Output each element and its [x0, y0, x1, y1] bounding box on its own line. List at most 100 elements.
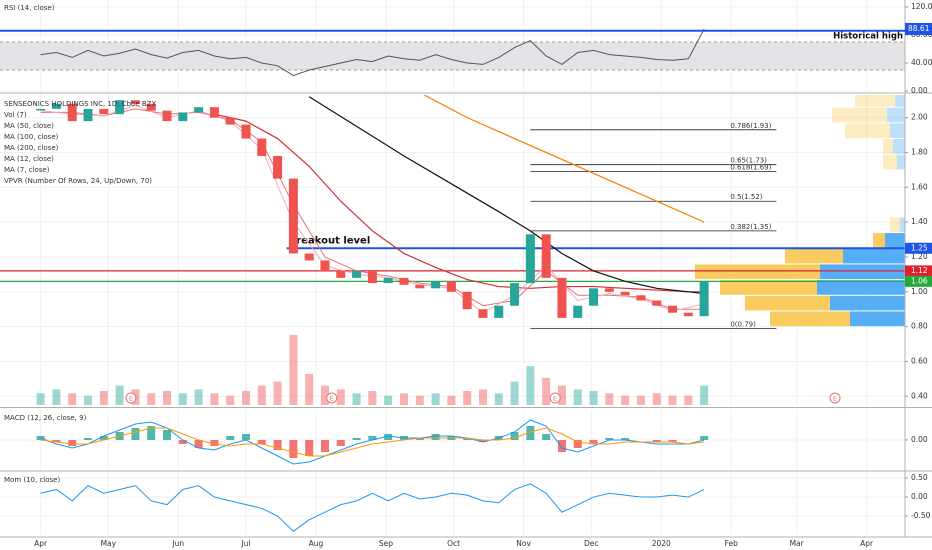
candle [604, 288, 614, 292]
macd-line [40, 419, 705, 465]
vpvr-down [883, 154, 897, 170]
earnings-label: E [553, 395, 557, 403]
fib-label: 0(0.79) [730, 320, 756, 328]
candle [699, 281, 709, 317]
vpvr-up [887, 107, 905, 123]
macd-histogram [368, 436, 377, 440]
volume-bar [352, 393, 361, 405]
macd-histogram [241, 434, 250, 440]
candle [541, 234, 551, 278]
indicator-line [40, 483, 705, 532]
candle [415, 284, 425, 289]
vpvr-up [895, 95, 905, 107]
volume-bar [384, 395, 393, 405]
vpvr-down [695, 264, 820, 280]
candle [352, 270, 362, 278]
y-tick-label: 0.50 [911, 473, 928, 482]
candle [241, 124, 251, 139]
vpvr-down [770, 311, 850, 327]
volume-bar [289, 335, 298, 405]
x-tick-label: Nov [516, 539, 531, 548]
macd-histogram [163, 430, 172, 440]
macd-histogram [320, 440, 329, 452]
earnings-label: E [330, 395, 334, 403]
macd-histogram [84, 438, 93, 440]
earnings-label: E [833, 395, 837, 403]
volume-bar [336, 389, 345, 405]
volume-bar [700, 385, 709, 405]
macd-histogram [305, 440, 314, 456]
volume-bar [636, 395, 645, 405]
pane-title: Mom (10, close) [4, 476, 60, 484]
x-tick-label: 2020 [652, 539, 671, 548]
volume-bar [52, 389, 61, 405]
candle [225, 117, 235, 125]
volume-bar [431, 393, 440, 405]
volume-bar [494, 393, 503, 405]
moving-average [424, 95, 705, 223]
y-tick-label: 2.00 [911, 113, 928, 122]
legend-entry: SENSEONICS HOLDINGS INC, 1D, Cboe BZX [4, 100, 156, 108]
macd-histogram [68, 440, 77, 446]
volume-bar [305, 373, 314, 405]
volume-bar [399, 393, 408, 405]
x-tick-label: Apr [34, 539, 48, 548]
macd-histogram [542, 434, 551, 440]
macd-histogram [178, 440, 187, 444]
candle [336, 270, 346, 278]
candle [178, 112, 188, 122]
candle [304, 253, 314, 261]
vpvr-down [890, 217, 900, 233]
macd-histogram [226, 436, 235, 440]
volume-bar [115, 385, 124, 405]
volume-bar [447, 395, 456, 405]
legend-entry: MA (100, close) [4, 133, 59, 141]
macd-histogram [605, 438, 614, 440]
y-tick-label: 1.20 [911, 252, 928, 261]
volume-bar [415, 395, 424, 405]
volume-bar [526, 366, 535, 405]
vpvr-up [817, 280, 905, 295]
macd-histogram [384, 434, 393, 440]
macd-histogram [589, 440, 598, 444]
macd-histogram [700, 436, 709, 440]
legend-entry: VPVR (Number Of Rows, 24, Up/Down, 70) [4, 177, 152, 185]
candle [51, 103, 61, 109]
volume-bar [320, 385, 329, 405]
candle [589, 288, 599, 306]
volume-bar [478, 389, 487, 405]
x-tick-label: Oct [447, 539, 460, 548]
macd-histogram [431, 434, 440, 440]
macd-histogram [257, 440, 266, 444]
volume-bar [557, 385, 566, 405]
macd-histogram [99, 436, 108, 440]
volume-bar [226, 395, 235, 405]
candle [510, 283, 520, 306]
macd-histogram [52, 440, 61, 442]
rsi-band [0, 42, 905, 70]
vpvr-down [745, 295, 830, 311]
macd-histogram [463, 438, 472, 440]
volume-bar [368, 391, 377, 405]
fib-label: 0.5(1.52) [730, 193, 762, 201]
candle [446, 281, 456, 292]
candle [431, 281, 441, 289]
vpvr-up [843, 248, 905, 264]
volume-bar [684, 395, 693, 405]
legend-entry: MA (12, close) [4, 155, 54, 163]
macd-histogram [289, 440, 298, 458]
volume-bar [194, 389, 203, 405]
candle [67, 103, 77, 122]
volume-bar [210, 393, 219, 405]
candle [36, 108, 46, 111]
macd-histogram [273, 440, 282, 450]
volume-bar [163, 391, 172, 405]
x-tick-label: May [101, 539, 117, 548]
legend-entry: MA (7, close) [4, 166, 50, 174]
candle [478, 309, 488, 318]
candle [288, 178, 298, 254]
candle [83, 108, 93, 122]
candle [367, 270, 377, 284]
candle [273, 155, 283, 179]
earnings-marker [125, 392, 137, 404]
